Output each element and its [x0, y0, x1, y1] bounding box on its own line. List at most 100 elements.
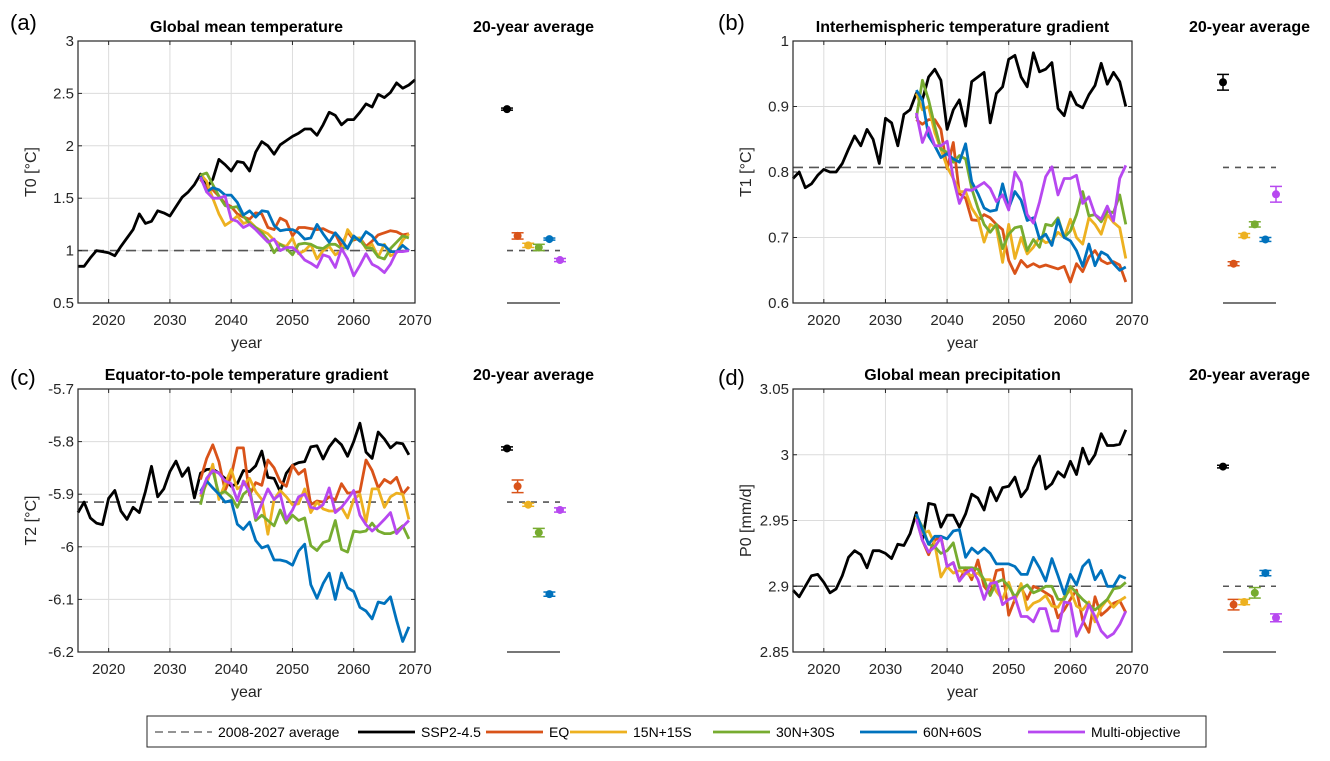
x-tick-label: 2040 — [214, 312, 247, 329]
y-axis-label: T2 [°C] — [23, 496, 40, 546]
average-point-30n-30s — [1250, 588, 1259, 597]
average-point-60n-60s — [545, 235, 554, 244]
average-point-30n-30s — [1250, 220, 1259, 229]
legend: 2008-2027 average SSP2-4.5 EQ 15N+15S 30N+30… — [146, 715, 1207, 748]
x-tick-label: 2050 — [276, 312, 309, 329]
y-tick-label: 3 — [66, 33, 74, 50]
x-tick-label: 2040 — [930, 312, 963, 329]
x-tick-label: 2020 — [807, 661, 840, 678]
average-point-15n-15s — [1240, 231, 1249, 240]
average-title: 20-year average — [1189, 367, 1310, 384]
average-subplot: 20-year average — [473, 19, 594, 304]
y-tick-label: 0.9 — [768, 99, 789, 116]
series-line-multi-objective — [914, 112, 1128, 225]
x-axis-label: year — [947, 335, 979, 352]
x-tick-label: 2050 — [992, 661, 1025, 678]
average-point-ssp2-4-5 — [503, 444, 511, 453]
legend-label: 60N+60S — [923, 724, 982, 740]
x-tick-label: 2070 — [398, 661, 431, 678]
x-tick-label: 2020 — [807, 312, 840, 329]
average-point-multi-objective — [1272, 613, 1280, 622]
panel-d: 2020 2030 2040 2050 2060 2070 2.85 2.9 2.95 3 3.05… — [718, 365, 1310, 701]
series-line-15n-15s — [199, 173, 410, 261]
legend-label: EQ — [549, 724, 569, 740]
average-point-60n-60s — [1261, 235, 1270, 244]
y-tick-label: 3.05 — [760, 381, 789, 398]
average-point-60n-60s — [545, 590, 554, 599]
legend-label: 15N+15S — [633, 724, 692, 740]
series-line-eq — [199, 443, 410, 507]
x-tick-label: 2030 — [869, 661, 902, 678]
axes-frame — [77, 40, 416, 304]
y-tick-label: -6.1 — [48, 591, 74, 608]
y-axis-label: T0 [°C] — [23, 147, 40, 197]
x-tick-label: 2070 — [1115, 312, 1148, 329]
average-point-15n-15s — [524, 241, 533, 250]
x-tick-label: 2070 — [398, 312, 431, 329]
average-subplot: 20-year average — [1189, 19, 1310, 304]
x-tick-label: 2040 — [214, 661, 247, 678]
average-point-eq — [1229, 600, 1238, 609]
series-line-multi-objective — [914, 518, 1128, 639]
x-tick-label: 2030 — [153, 312, 186, 329]
average-point-60n-60s — [1261, 569, 1270, 578]
average-title: 20-year average — [473, 367, 594, 384]
x-axis-label: year — [231, 684, 263, 701]
y-tick-label: 2.9 — [768, 578, 789, 595]
average-point-eq — [1229, 259, 1238, 268]
y-tick-label: -5.7 — [48, 381, 74, 398]
series-line-60n-60s — [915, 89, 1127, 272]
average-point-ssp2-4-5 — [503, 105, 511, 114]
panel-label: (b) — [718, 10, 745, 35]
y-tick-label: 1 — [781, 33, 789, 50]
series-line-60n-60s — [199, 479, 411, 643]
series-line-multi-objective — [199, 469, 410, 535]
series-line-ssp2-4-5 — [791, 429, 1128, 599]
x-tick-label: 2030 — [153, 661, 186, 678]
average-point-eq — [513, 482, 522, 491]
series-line-30n-30s — [199, 469, 411, 554]
x-tick-label: 2060 — [1054, 312, 1087, 329]
average-point-multi-objective — [556, 256, 564, 265]
x-tick-label: 2060 — [1054, 661, 1087, 678]
x-tick-label: 2070 — [1115, 661, 1148, 678]
legend-label: 2008-2027 average — [218, 724, 340, 740]
series-line-ssp2-4-5 — [76, 421, 411, 527]
y-tick-label: 0.8 — [768, 164, 789, 181]
average-point-ssp2-4-5 — [1219, 78, 1227, 87]
series-line-60n-60s — [914, 513, 1127, 596]
y-axis-label: P0 [mm/d] — [738, 484, 755, 557]
x-tick-label: 2020 — [92, 661, 125, 678]
x-axis-label: year — [231, 335, 263, 352]
x-tick-label: 2020 — [92, 312, 125, 329]
average-title: 20-year average — [1189, 19, 1310, 36]
panel-label: (a) — [10, 10, 37, 35]
panel-title: Equator-to-pole temperature gradient — [105, 367, 389, 384]
series-line-ssp2-4-5 — [78, 78, 416, 268]
average-point-30n-30s — [534, 243, 543, 252]
legend-label: 30N+30S — [776, 724, 835, 740]
y-tick-label: 2.95 — [760, 513, 789, 530]
y-tick-label: 2 — [66, 138, 74, 155]
y-tick-label: -6 — [61, 539, 74, 556]
y-tick-label: 1 — [66, 243, 74, 260]
series-line-60n-60s — [199, 175, 410, 254]
series-line-multi-objective — [199, 176, 410, 278]
x-tick-label: 2060 — [337, 312, 370, 329]
y-tick-label: 0.7 — [768, 230, 789, 247]
x-tick-label: 2050 — [992, 312, 1025, 329]
average-point-ssp2-4-5 — [1219, 462, 1227, 471]
panel-title: Global mean precipitation — [864, 367, 1060, 384]
x-tick-label: 2030 — [869, 312, 902, 329]
y-tick-label: -6.2 — [48, 644, 74, 661]
axes-frame — [77, 388, 416, 653]
series-line-eq — [199, 178, 410, 248]
series-line-ssp2-4-5 — [791, 51, 1128, 190]
y-tick-label: 3 — [781, 447, 789, 464]
average-point-eq — [513, 231, 522, 240]
legend-label: Multi-objective — [1091, 724, 1181, 740]
y-tick-label: -5.8 — [48, 434, 74, 451]
series-line-15n-15s — [199, 462, 411, 536]
y-tick-label: 2.85 — [760, 644, 789, 661]
